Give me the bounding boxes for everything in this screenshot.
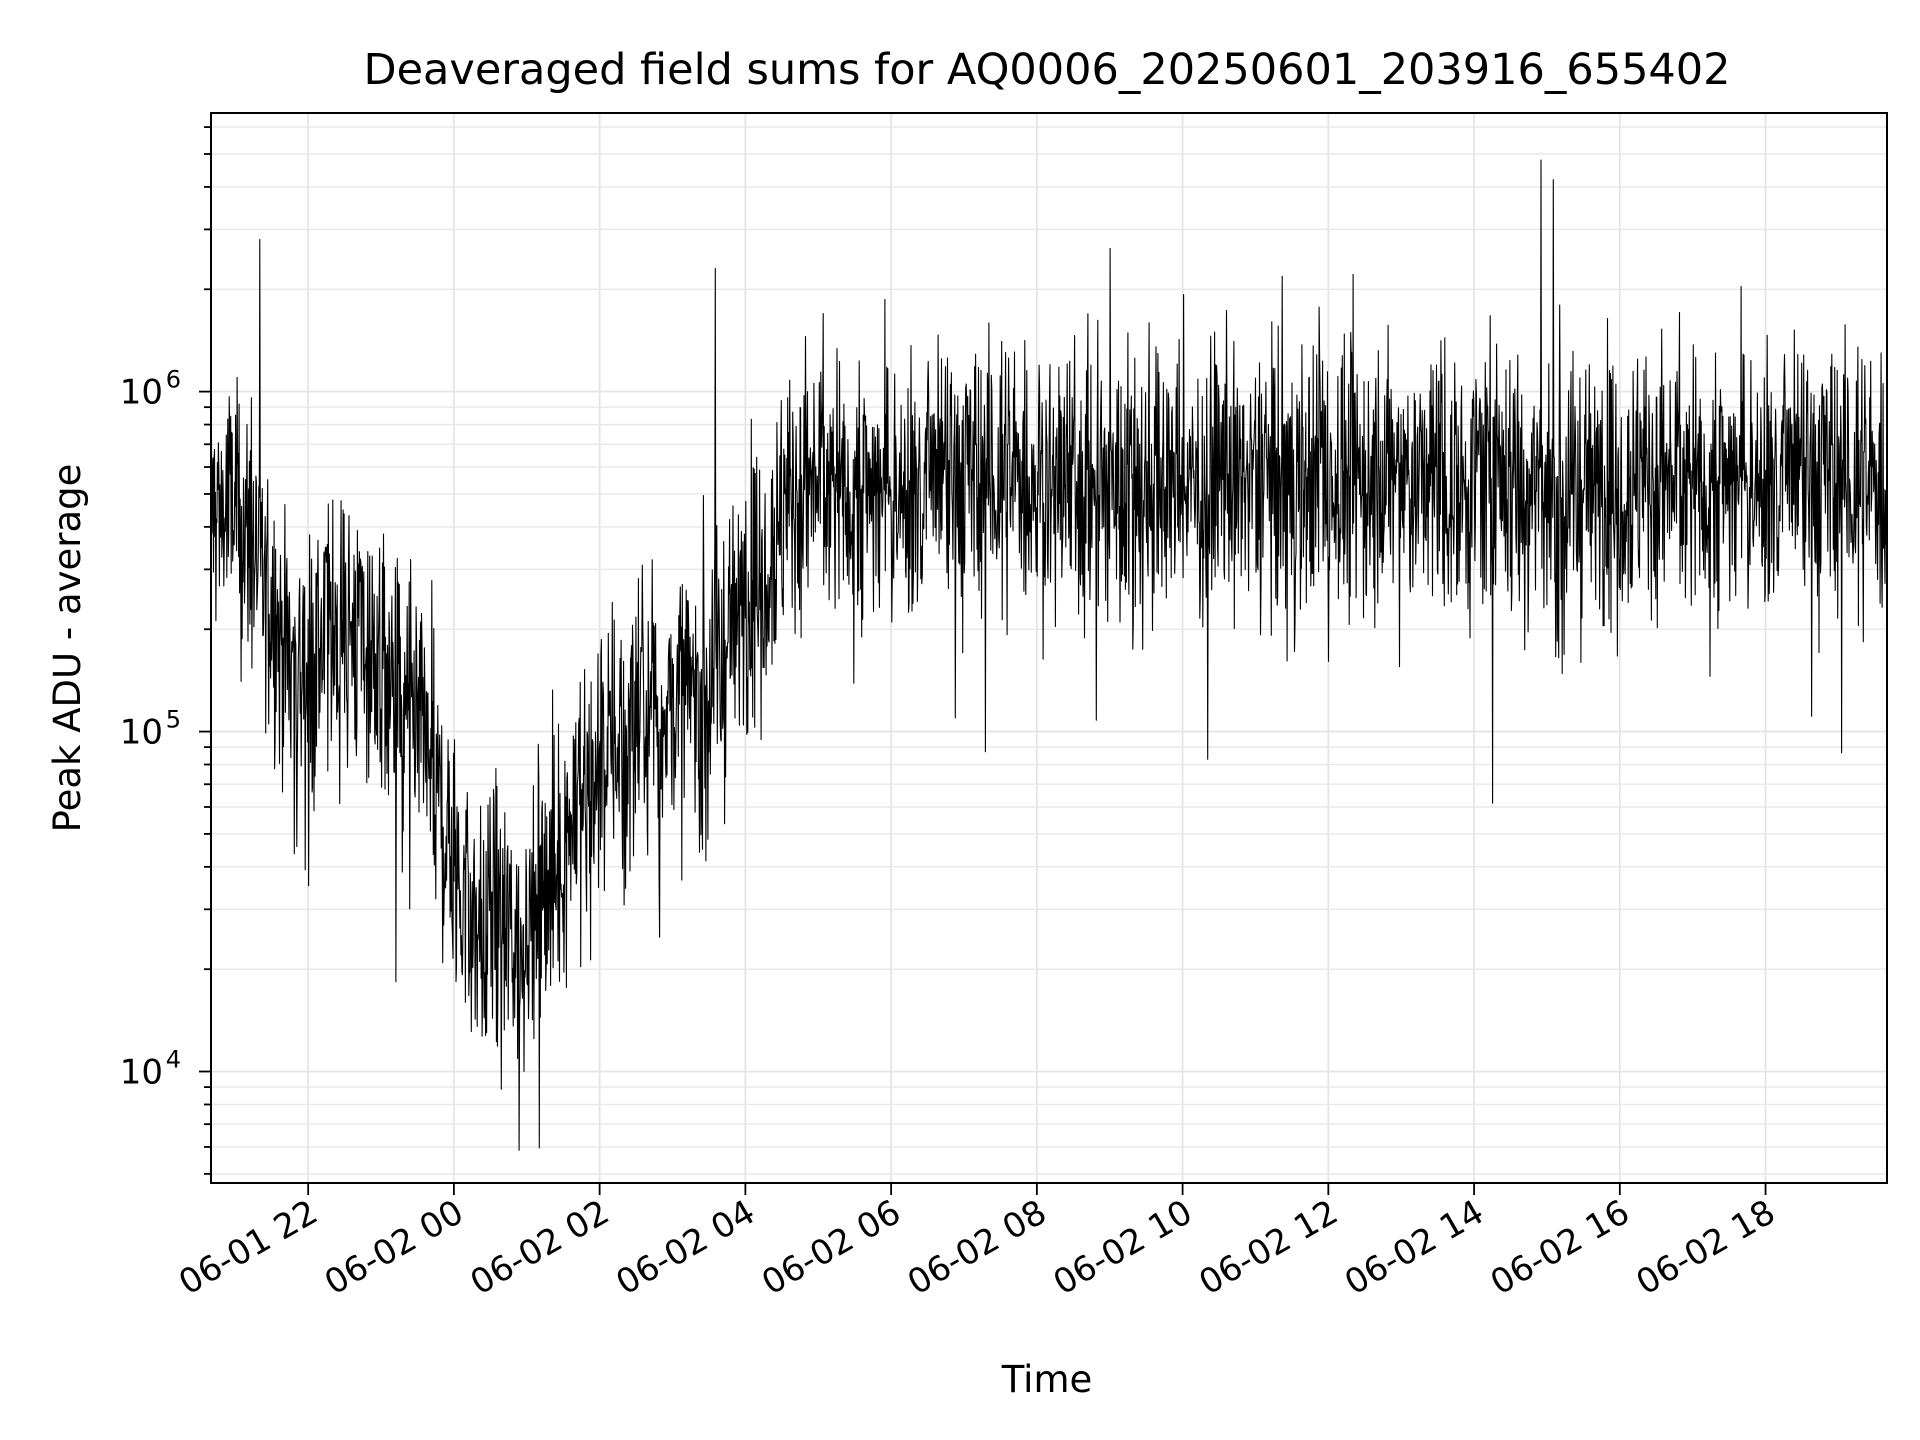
y-tick-base: 10 <box>120 1053 163 1093</box>
x-tick-label: 06-02 16 <box>1484 1192 1636 1303</box>
x-tick-label: 06-02 04 <box>609 1192 761 1303</box>
y-tick-base: 10 <box>120 713 163 753</box>
x-tick-label: 06-02 00 <box>318 1192 470 1303</box>
y-tick-base: 10 <box>120 373 163 413</box>
plot-frame <box>210 112 1888 1184</box>
y-axis-label: Peak ADU - average <box>46 464 89 833</box>
x-tick-label: 06-02 14 <box>1338 1192 1490 1303</box>
y-tick-label: 10 <box>120 373 163 413</box>
series-layer <box>210 159 1888 1151</box>
y-tick-exponent: 4 <box>166 1046 181 1074</box>
chart-title: Deaveraged field sums for AQ0006_2025060… <box>363 45 1730 95</box>
y-tick-label: 10 <box>120 713 163 753</box>
x-tick-label: 06-02 10 <box>1047 1192 1199 1303</box>
x-tick-label: 06-02 12 <box>1192 1192 1344 1303</box>
x-tick-label: 06-02 08 <box>901 1192 1053 1303</box>
series-line <box>210 159 1888 1151</box>
x-tick-label: 06-02 18 <box>1630 1192 1782 1303</box>
y-tick-exponent: 6 <box>166 366 181 394</box>
x-axis-label: Time <box>1001 1358 1093 1401</box>
grid <box>211 113 1887 1183</box>
y-tick-exponent: 5 <box>166 706 181 734</box>
x-tick-label: 06-01 22 <box>172 1192 324 1303</box>
x-tick-label: 06-02 06 <box>755 1192 907 1303</box>
x-tick-label: 06-02 02 <box>464 1192 616 1303</box>
y-tick-label: 10 <box>120 1053 163 1093</box>
